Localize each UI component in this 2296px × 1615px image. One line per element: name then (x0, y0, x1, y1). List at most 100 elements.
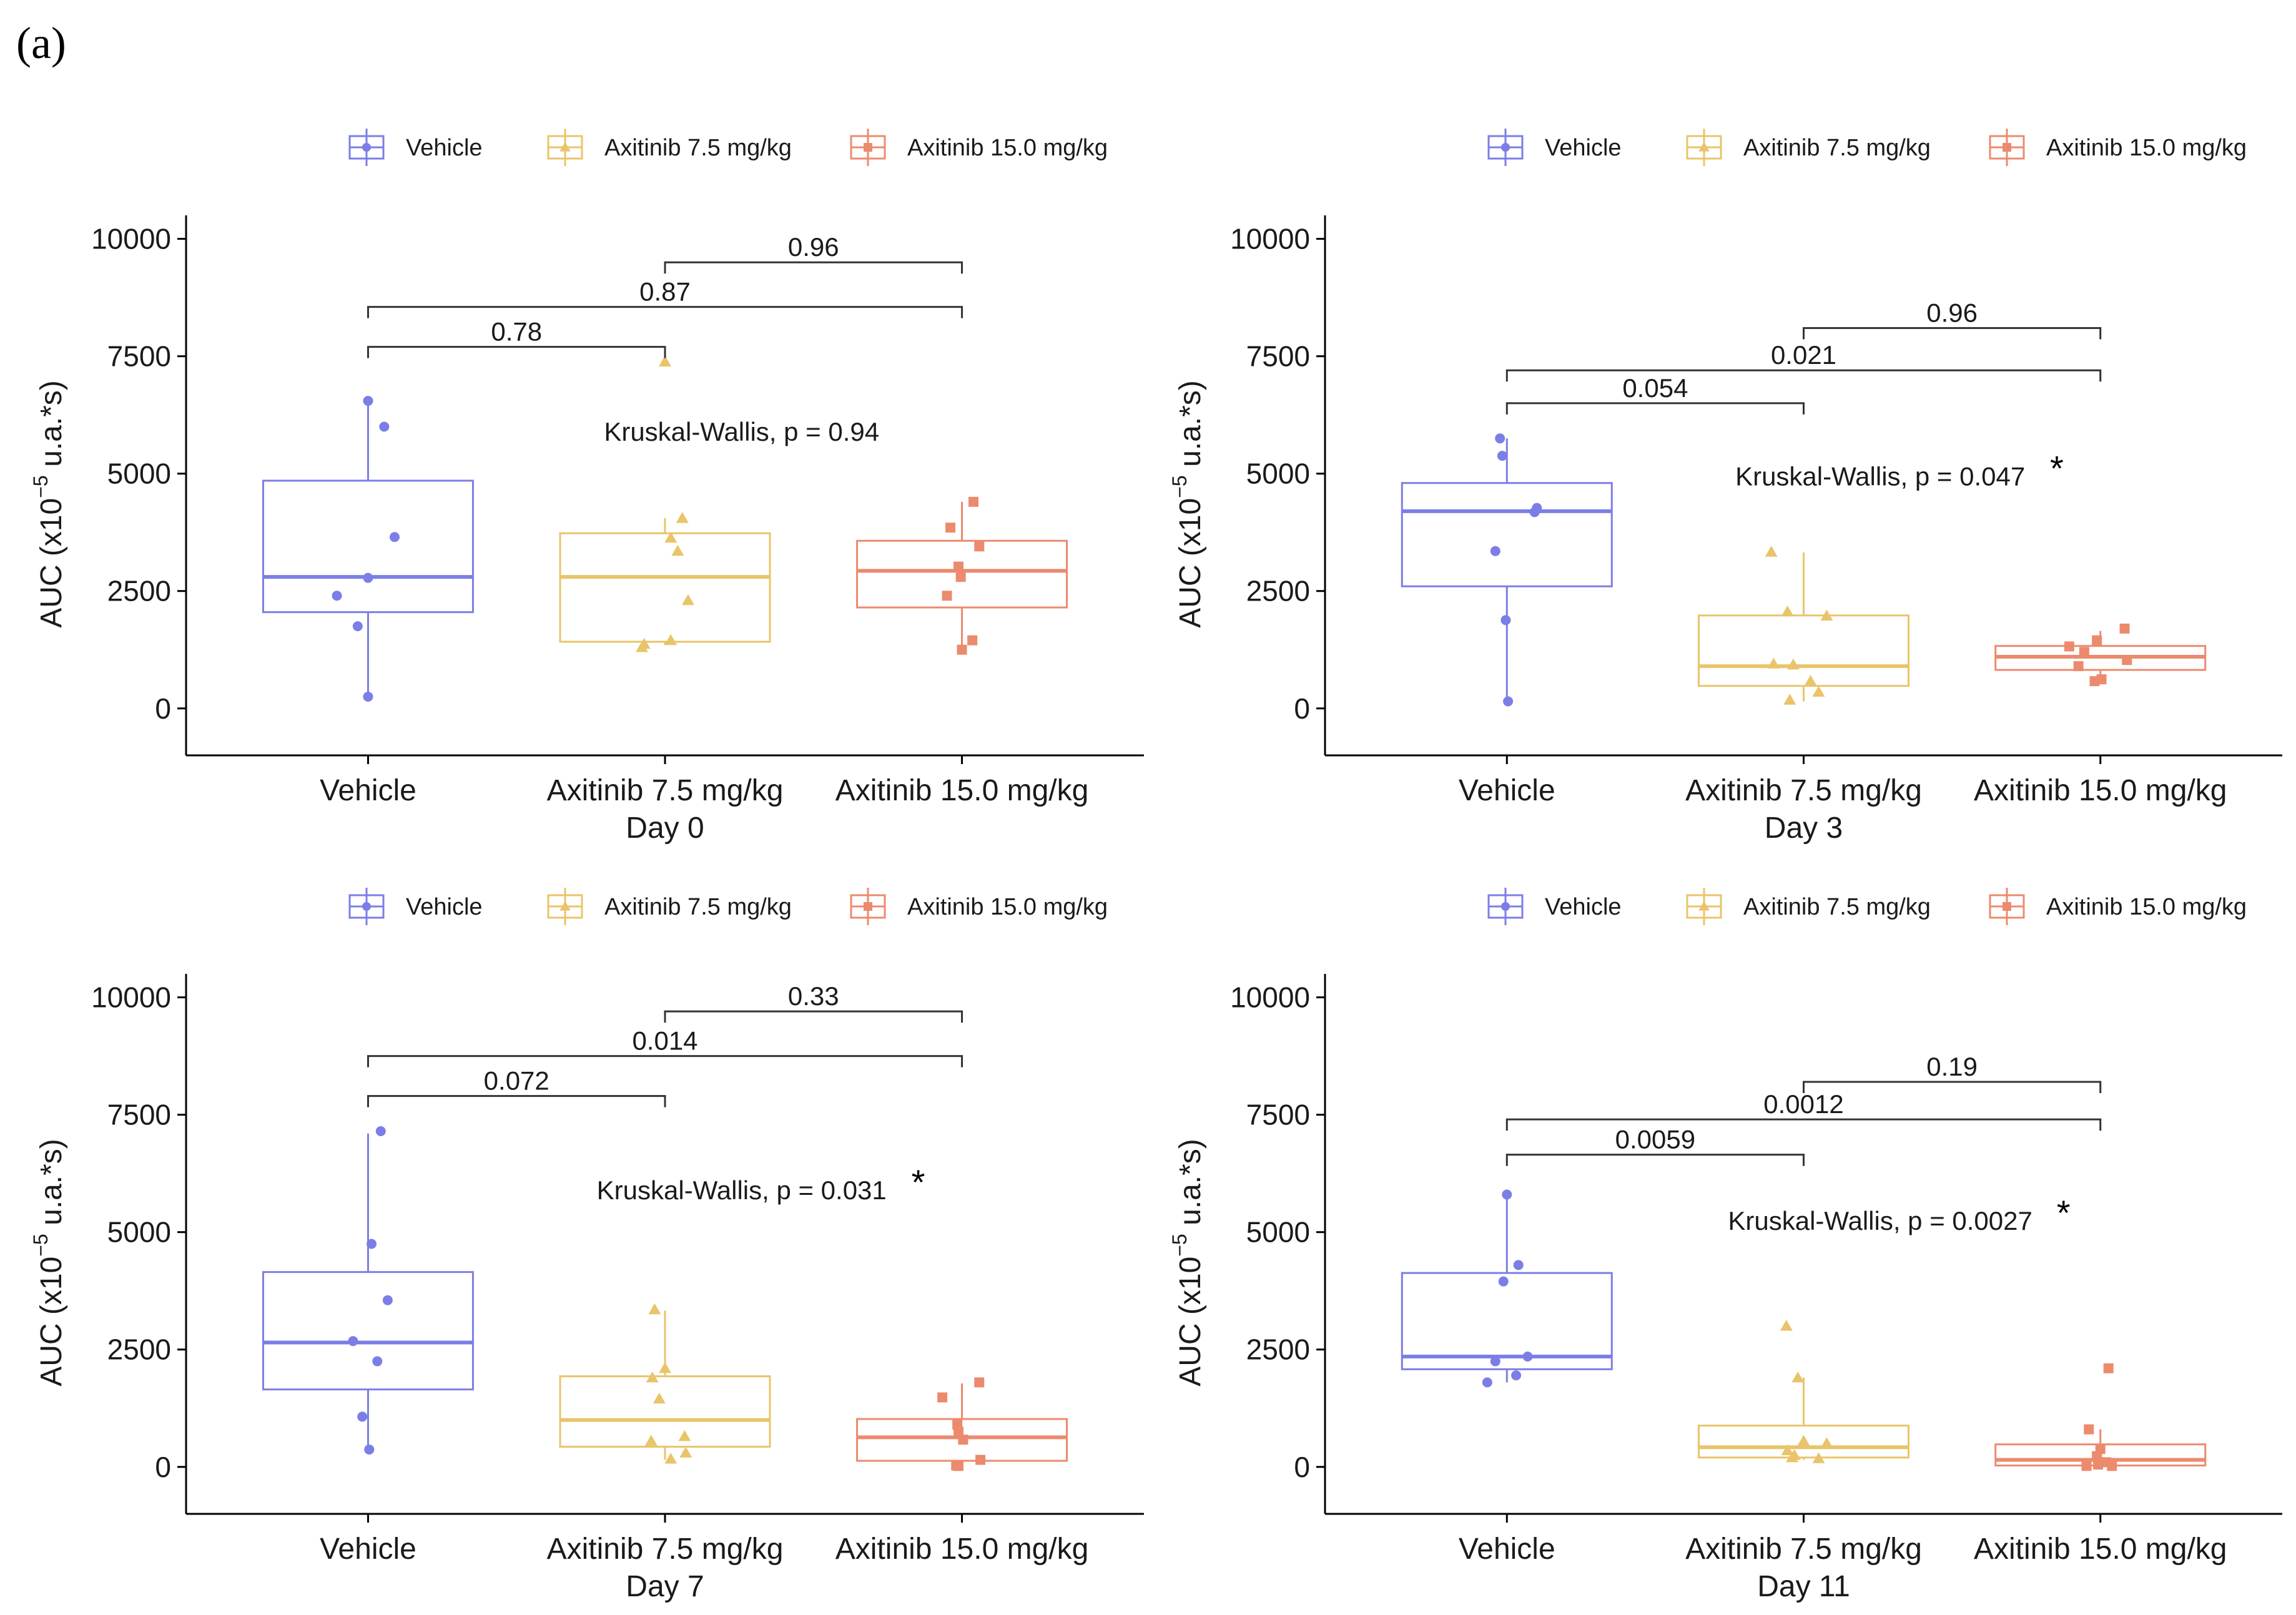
data-point (953, 1461, 963, 1471)
significance-star: * (2050, 449, 2064, 488)
legend-label: Axitinib 7.5 mg/kg (604, 894, 792, 920)
data-point (2092, 635, 2102, 646)
data-point (2092, 1451, 2102, 1461)
data-point (2084, 1424, 2094, 1435)
legend-marker (1501, 143, 1510, 152)
data-point (2064, 641, 2074, 652)
box-body (262, 479, 474, 614)
comparison-bracket: 0.021 (1505, 340, 2102, 382)
x-tick-label: Vehicle (1459, 774, 1555, 807)
legend-key: Vehicle (1487, 129, 1622, 166)
legend-label: Axitinib 15.0 mg/kg (2046, 894, 2247, 920)
box-1 (559, 1310, 771, 1460)
data-point (1511, 1370, 1522, 1381)
comparison-p-value: 0.054 (1622, 373, 1688, 403)
y-tick-label: 5000 (1246, 458, 1310, 490)
x-tick-label: Vehicle (320, 774, 416, 807)
significance-star: * (2057, 1193, 2071, 1232)
data-point (1797, 1435, 1810, 1446)
y-axis-label: AUC (x10−5 u.a.*s) (29, 380, 68, 628)
data-point (955, 572, 966, 582)
y-axis-label-exponent: −5 (29, 475, 52, 498)
box-body (1401, 482, 1613, 587)
data-point (352, 621, 363, 632)
y-axis-label-unit: u.a.*s) (35, 380, 68, 475)
box-0 (262, 1133, 474, 1451)
legend-label: Vehicle (1545, 894, 1622, 920)
legend-key: Axitinib 7.5 mg/kg (547, 129, 792, 166)
data-point (1783, 694, 1796, 705)
data-point (1522, 1352, 1533, 1362)
bracket-line (367, 306, 963, 318)
data-point (1820, 609, 1833, 621)
data-point (968, 496, 979, 507)
panel-label: (a) (16, 18, 66, 68)
data-point (1500, 615, 1511, 626)
y-tick-label: 5000 (107, 1216, 171, 1249)
data-point (1812, 685, 1825, 697)
comparison-p-value: 0.19 (1926, 1052, 1978, 1081)
data-point (974, 541, 985, 552)
legend-label: Vehicle (406, 135, 483, 161)
box-body (1698, 1425, 1909, 1459)
data-point (363, 396, 373, 406)
box-1 (1698, 552, 1909, 702)
data-point (2119, 623, 2130, 634)
data-point (679, 1446, 692, 1458)
y-tick-label: 7500 (1246, 1099, 1310, 1131)
data-point (1788, 1448, 1801, 1460)
comparison-bracket: 0.96 (664, 232, 963, 274)
bracket-line (1803, 1081, 2102, 1093)
box-body (559, 532, 771, 643)
y-axis-label-unit: u.a.*s) (1174, 380, 1207, 475)
data-point (953, 1426, 963, 1437)
data-point (975, 1455, 986, 1465)
panel-day-3: Vehicle Axitinib 7.5 mg/kg Axitinib 15.0 m… (1168, 129, 2282, 845)
x-axis-label: Day 0 (626, 812, 704, 845)
box-body (1698, 614, 1909, 687)
box-0 (1401, 1194, 1613, 1383)
box-0 (1401, 438, 1613, 702)
legend-marker (864, 143, 872, 152)
bracket-line (664, 261, 963, 274)
legend-marker (362, 143, 371, 152)
data-point (967, 635, 978, 646)
x-tick-label: Axitinib 15.0 mg/kg (1974, 1533, 2227, 1566)
data-point (659, 355, 671, 367)
kruskal-wallis-label: Kruskal-Wallis, p = 0.031 (597, 1176, 887, 1205)
data-point (348, 1336, 358, 1347)
data-point (2093, 1460, 2104, 1470)
legend-key: Axitinib 7.5 mg/kg (547, 888, 792, 925)
data-point (375, 1126, 386, 1136)
y-tick-label: 0 (155, 692, 171, 725)
legend-marker (559, 901, 571, 911)
data-point (2079, 647, 2089, 657)
y-axis-label: AUC (x10−5 u.a.*s) (29, 1139, 68, 1387)
comparison-bracket: 0.054 (1505, 373, 1805, 415)
data-point (681, 594, 694, 606)
data-point (1781, 605, 1794, 617)
comparison-bracket: 0.96 (1803, 298, 2102, 340)
x-tick-label: Axitinib 15.0 mg/kg (1974, 774, 2227, 807)
x-axis-label: Day 11 (1757, 1570, 1850, 1603)
legend-marker (1698, 901, 1710, 911)
legend: Vehicle Axitinib 7.5 mg/kg Axitinib 15.0 m… (1487, 888, 2247, 925)
data-point (2107, 1461, 2117, 1471)
x-tick-label: Axitinib 7.5 mg/kg (1685, 774, 1922, 807)
data-point (364, 1444, 375, 1455)
bracket-line (367, 346, 666, 358)
data-point (636, 641, 649, 652)
data-point (1786, 658, 1800, 670)
box-body (856, 1418, 1068, 1462)
comparison-p-value: 0.96 (1926, 298, 1978, 328)
bracket-line (367, 1055, 963, 1068)
legend-key: Axitinib 15.0 mg/kg (850, 888, 1108, 925)
legend-label: Axitinib 15.0 mg/kg (907, 135, 1108, 161)
data-point (648, 1303, 661, 1315)
data-point (942, 591, 952, 601)
data-point (2122, 655, 2132, 665)
kruskal-wallis-label: Kruskal-Wallis, p = 0.94 (604, 417, 879, 446)
legend-key: Axitinib 15.0 mg/kg (850, 129, 1108, 166)
x-axis-label: Day 3 (1765, 812, 1843, 845)
